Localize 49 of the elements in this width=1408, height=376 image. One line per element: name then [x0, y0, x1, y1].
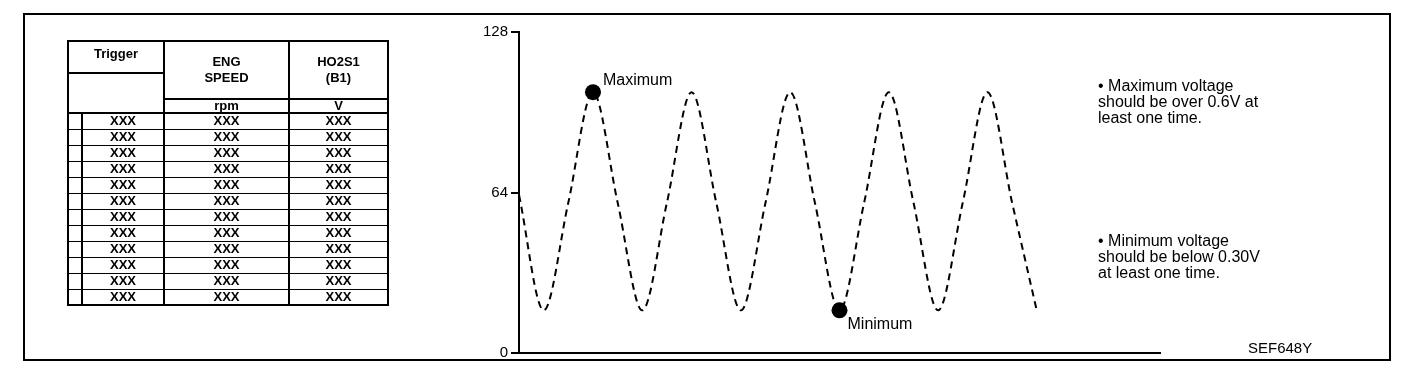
text: XXX	[213, 113, 240, 129]
category-label: Trigger	[68, 41, 164, 73]
text: XXX	[325, 129, 352, 144]
text: XXX	[109, 209, 136, 224]
text: XXX	[109, 241, 136, 256]
text: XXX	[325, 241, 352, 256]
text: XXX	[325, 145, 352, 160]
text: XXX	[109, 113, 136, 129]
text: XXX	[325, 161, 352, 176]
text: rpm	[214, 98, 239, 113]
text: XXX	[213, 209, 240, 224]
text: XXX	[213, 161, 240, 176]
text: XXX	[213, 225, 240, 240]
text: XXX	[325, 113, 352, 129]
text: XXX	[325, 288, 352, 304]
text: XXX	[325, 273, 352, 288]
text: XXX	[109, 288, 136, 304]
text: XXX	[325, 209, 352, 224]
text: XXX	[213, 145, 240, 160]
text: XXX	[109, 145, 136, 160]
text: XXX	[213, 241, 240, 256]
text: XXX	[109, 177, 136, 192]
category-label: HO2S1 (B1)	[289, 41, 388, 99]
text: XXX	[109, 273, 136, 288]
text: XXX	[109, 225, 136, 240]
annotation: • Maximum voltage should be over 0.6V at least one time.	[1098, 77, 1260, 126]
text: XXX	[109, 129, 136, 144]
y-tick-label: 64	[491, 182, 509, 200]
text: XXX	[109, 257, 136, 272]
text: V	[334, 98, 343, 113]
text: XXX	[213, 177, 240, 192]
text: XXX	[325, 177, 352, 192]
text: XXX	[213, 193, 240, 208]
y-tick-label: 0	[499, 343, 509, 361]
category-label: ENG SPEED	[164, 41, 289, 99]
text: XXX	[109, 161, 136, 176]
text: SEF648Y	[1248, 339, 1314, 356]
annotation: Minimum	[847, 314, 913, 332]
text: XXX	[213, 288, 240, 304]
text: XXX	[213, 273, 240, 288]
text: XXX	[213, 129, 240, 144]
text: XXX	[325, 193, 352, 208]
annotation: Maximum	[602, 70, 673, 88]
text: XXX	[213, 257, 240, 272]
text: XXX	[109, 193, 136, 208]
y-tick-label: 128	[483, 22, 509, 40]
annotation: • Minimum voltage should be below 0.30V at least one time.	[1098, 232, 1261, 281]
text: XXX	[325, 225, 352, 240]
text: XXX	[325, 257, 352, 272]
